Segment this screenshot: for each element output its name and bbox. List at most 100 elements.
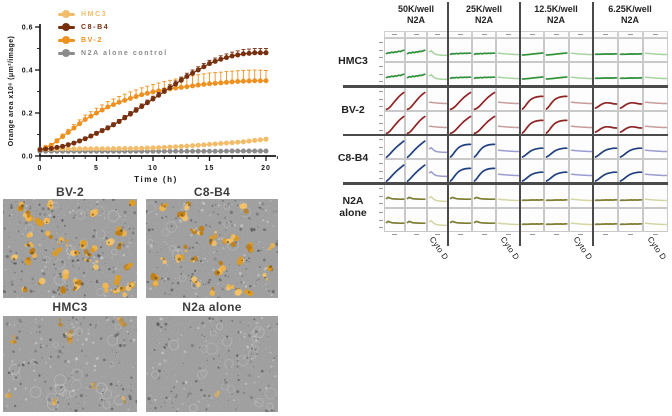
mini-plot xyxy=(448,207,472,232)
y-tick xyxy=(379,66,383,68)
mini-plot xyxy=(472,38,496,63)
mini-plot xyxy=(384,159,406,184)
mini-plot xyxy=(643,110,668,135)
header-tick xyxy=(578,34,584,35)
header-tick xyxy=(481,34,487,35)
row-label-bv2: BV-2 xyxy=(341,104,365,116)
mini-plot xyxy=(496,62,520,87)
legend-swatch xyxy=(58,49,75,57)
column-header-50k: 50K/well N2A xyxy=(397,4,435,25)
legend-item: C8-B4 xyxy=(58,23,168,31)
y-tick xyxy=(379,98,383,100)
mini-plot xyxy=(426,135,448,160)
main-chart-panel: 0 5 10 15 20 0.0 0.2 0.4 0.6 Time (h) Orange area … xyxy=(4,0,296,188)
mini-plot xyxy=(593,183,618,208)
y-tick xyxy=(379,195,383,197)
svg-text:0.0: 0.0 xyxy=(22,154,33,161)
group-separator-vertical xyxy=(518,2,522,246)
y-tick xyxy=(379,129,383,131)
y-tick xyxy=(379,226,383,228)
x-tick xyxy=(434,234,440,235)
y-tick xyxy=(379,139,383,140)
mini-plot xyxy=(520,207,545,232)
mini-plot xyxy=(405,62,427,87)
y-tick xyxy=(379,74,383,76)
mini-plot xyxy=(426,183,448,208)
mini-plot xyxy=(496,159,520,184)
mini-plot xyxy=(496,183,520,208)
mini-plot xyxy=(472,135,496,160)
header-tick xyxy=(505,34,511,35)
mini-plot xyxy=(384,207,406,232)
mini-plot xyxy=(544,135,569,160)
mini-plot xyxy=(544,110,569,135)
y-tick xyxy=(379,171,383,173)
mini-plot xyxy=(544,159,569,184)
y-tick xyxy=(379,211,383,213)
mini-plot xyxy=(643,86,668,111)
mini-plot xyxy=(448,159,472,184)
x-tick xyxy=(603,234,608,235)
micrograph-bv2 xyxy=(3,199,137,298)
header-tick xyxy=(434,34,440,35)
mini-plot xyxy=(643,183,668,208)
x-tick xyxy=(529,234,535,235)
mini-plot xyxy=(544,207,569,232)
row-label-hmc3: HMC3 xyxy=(338,55,368,67)
mini-plot xyxy=(568,207,593,232)
svg-text:20: 20 xyxy=(261,165,271,172)
mini-plot xyxy=(405,86,427,111)
row-label-n2a-alone: N2A alone xyxy=(339,195,367,219)
x-tick xyxy=(653,234,658,235)
mini-plot xyxy=(593,135,618,160)
mini-plot xyxy=(568,159,593,184)
mini-plot xyxy=(520,135,545,160)
micro-title-bv2: BV-2 xyxy=(56,185,84,199)
main-chart-plot: 0 5 10 15 20 0.0 0.2 0.4 0.6 Time (h) Orange area … xyxy=(8,24,278,184)
mini-plot xyxy=(618,86,643,111)
mini-plot xyxy=(405,135,427,160)
legend-label: C8-B4 xyxy=(81,23,110,31)
y-tick xyxy=(379,114,383,116)
row-label-c8b4: C8-B4 xyxy=(337,152,369,164)
micro-title-hmc3: HMC3 xyxy=(52,300,88,314)
svg-text:0.4: 0.4 xyxy=(22,68,33,75)
mini-plot xyxy=(544,183,569,208)
mini-plot xyxy=(593,86,618,111)
mini-plot xyxy=(520,62,545,87)
mini-plot xyxy=(472,159,496,184)
group-separator-horizontal xyxy=(343,133,668,137)
mini-plot xyxy=(426,110,448,135)
x-tick xyxy=(505,234,511,235)
mini-plot xyxy=(405,183,427,208)
svg-text:5: 5 xyxy=(94,165,99,172)
mini-plot xyxy=(618,38,643,63)
micrograph-c8b4 xyxy=(146,199,278,298)
y-tick xyxy=(379,147,383,148)
mini-plot xyxy=(448,62,472,87)
mini-plot xyxy=(643,159,668,184)
x-tick xyxy=(481,234,487,235)
header-tick xyxy=(653,34,658,35)
legend-marker-icon xyxy=(62,49,70,57)
group-separator-vertical xyxy=(446,2,450,246)
mini-plot xyxy=(520,159,545,184)
mini-plot xyxy=(472,110,496,135)
mini-plot xyxy=(448,38,472,63)
mini-plot xyxy=(384,135,406,160)
y-tick xyxy=(379,202,383,204)
x-tick xyxy=(413,234,419,235)
x-tick xyxy=(554,234,559,235)
mini-plot xyxy=(568,183,593,208)
mini-plot xyxy=(426,207,448,232)
mini-plot xyxy=(496,110,520,135)
mini-plot xyxy=(472,62,496,87)
svg-text:Time (h): Time (h) xyxy=(134,175,178,184)
y-tick xyxy=(379,50,383,51)
legend-item: HMC3 xyxy=(58,10,168,18)
micrograph-n2a xyxy=(146,316,278,412)
mini-plot xyxy=(472,183,496,208)
mini-plot xyxy=(593,62,618,87)
mini-plot xyxy=(496,86,520,111)
